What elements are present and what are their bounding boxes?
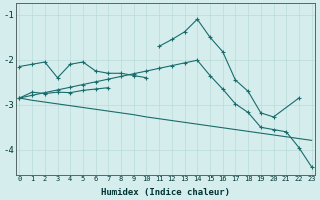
X-axis label: Humidex (Indice chaleur): Humidex (Indice chaleur) (101, 188, 230, 197)
